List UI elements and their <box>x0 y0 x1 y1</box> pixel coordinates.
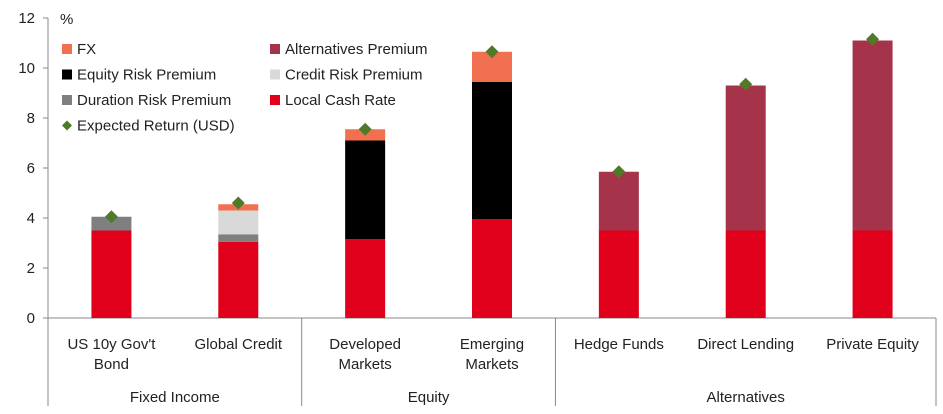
bar-segment <box>725 230 766 318</box>
category-label: US 10y Gov't <box>67 336 156 353</box>
legend: FX Alternatives Premium Equity Risk Premiu… <box>62 41 428 135</box>
bar-segment <box>218 234 259 242</box>
y-tick-label: 8 <box>27 110 35 127</box>
bar-segment <box>218 241 259 318</box>
expected-return-marker <box>612 165 626 179</box>
category-label: Markets <box>465 356 518 373</box>
legend-label: Credit Risk Premium <box>285 67 423 84</box>
group-label: Alternatives <box>707 389 785 406</box>
legend-label: FX <box>77 41 96 58</box>
legend-swatch <box>62 95 72 105</box>
bar-segment <box>472 81 512 220</box>
category-label: Direct Lending <box>697 336 794 353</box>
legend-swatch <box>270 44 280 54</box>
category-label: Bond <box>94 356 129 373</box>
y-axis-unit-label: % <box>60 11 73 28</box>
legend-label: Local Cash Rate <box>285 92 396 109</box>
y-tick-label: 2 <box>27 260 35 277</box>
legend-label: Alternatives Premium <box>285 41 428 58</box>
y-tick-label: 12 <box>18 10 35 27</box>
expected-return-marker <box>231 196 245 210</box>
legend-swatch <box>270 69 280 80</box>
group-label: Fixed Income <box>130 389 220 406</box>
group-label: Equity <box>408 389 450 406</box>
category-label: Private Equity <box>826 336 919 353</box>
bars <box>91 40 893 318</box>
legend-label: Equity Risk Premium <box>77 67 216 84</box>
bar-segment <box>598 171 639 231</box>
bar-segment <box>725 85 766 231</box>
bar-segment <box>852 40 893 231</box>
category-labels: US 10y Gov't Bond Global Credit Developed Ma… <box>67 336 919 373</box>
legend-swatch <box>62 69 72 80</box>
category-label: Emerging <box>460 336 524 353</box>
axes: 0 2 4 6 8 10 12 Fixed Income Equity Alternatives <box>18 10 937 406</box>
markers <box>104 32 880 224</box>
bar-segment <box>218 210 259 235</box>
bar-segment <box>91 230 132 318</box>
bar-segment <box>91 216 132 231</box>
category-label: Global Credit <box>195 336 283 353</box>
bar-segment <box>852 230 893 318</box>
y-tick-label: 10 <box>18 60 35 77</box>
legend-label: Expected Return (USD) <box>77 118 235 135</box>
expected-return-marker <box>866 32 880 46</box>
expected-return-marker <box>485 45 499 59</box>
legend-marker <box>62 120 72 131</box>
legend-swatch <box>270 95 280 105</box>
y-tick-label: 0 <box>27 310 35 327</box>
legend-swatch <box>62 44 72 54</box>
legend-label: Duration Risk Premium <box>77 92 231 109</box>
category-label: Developed <box>329 336 401 353</box>
category-label: Hedge Funds <box>574 336 664 353</box>
bar-segment <box>345 140 386 240</box>
expected-return-marker <box>739 77 753 91</box>
category-label: Markets <box>338 356 391 373</box>
bar-segment <box>598 230 639 318</box>
bar-segment <box>472 219 512 318</box>
y-tick-label: 6 <box>27 160 35 177</box>
y-tick-label: 4 <box>27 210 35 227</box>
bar-segment <box>345 239 386 318</box>
expected-return-marker <box>358 122 372 136</box>
expected-return-marker <box>104 210 118 224</box>
